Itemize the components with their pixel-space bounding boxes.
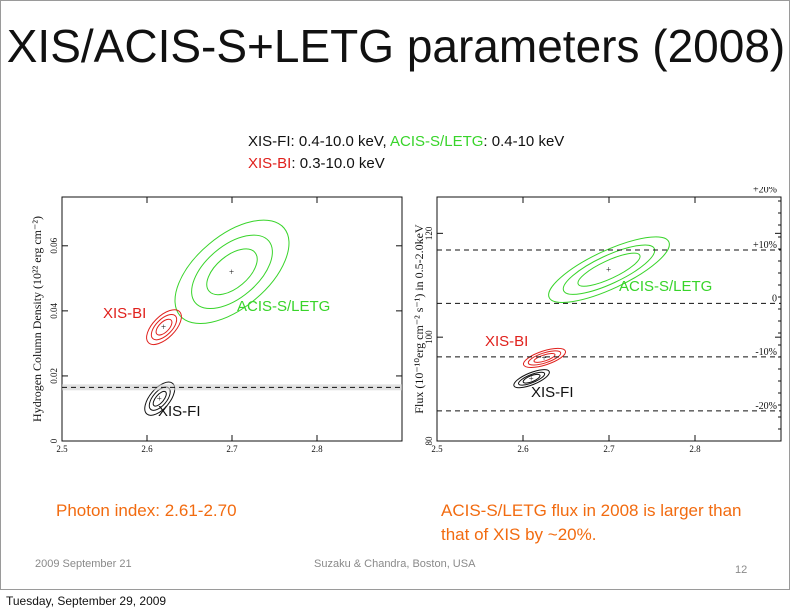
right-xtick-label: 2.8 bbox=[689, 444, 701, 454]
left-best-fit-marker: + bbox=[161, 322, 166, 332]
left-xis-fi-label: XIS-FI bbox=[158, 403, 201, 420]
left-ytick-label: 0.06 bbox=[49, 237, 59, 253]
right-percent-label: 0 bbox=[772, 293, 777, 304]
band-info-line-1: XIS-FI: 0.4-10.0 keV, ACIS-S/LETG: 0.4-1… bbox=[248, 133, 564, 150]
right-contour-xis-bi bbox=[522, 347, 567, 368]
right-contour-ring bbox=[527, 350, 562, 366]
right-acis-label: ACIS-S/LETG bbox=[619, 278, 712, 295]
right-contour-acis-s-letg bbox=[548, 236, 670, 303]
left-ytick-label: 0.04 bbox=[49, 302, 59, 318]
right-best-fit-marker: + bbox=[529, 374, 534, 384]
right-contour-xis-fi bbox=[513, 369, 550, 389]
acis-range: : 0.4-10 keV bbox=[483, 133, 565, 150]
right-contour-ring bbox=[577, 252, 641, 287]
left-contour-ring bbox=[174, 219, 290, 325]
footer-date: 2009 September 21 bbox=[35, 558, 132, 570]
right-percent-label: +20% bbox=[753, 187, 777, 195]
left-xis-bi-label: XIS-BI bbox=[103, 305, 146, 322]
right-xis-bi-label: XIS-BI bbox=[485, 333, 528, 350]
right-xtick-label: 2.5 bbox=[431, 444, 443, 454]
right-contour-ring bbox=[522, 373, 541, 384]
right-contour-ring bbox=[533, 352, 556, 363]
left-best-fit-marker: + bbox=[229, 267, 234, 277]
right-best-fit-marker: + bbox=[542, 353, 547, 363]
left-contour-xis-bi bbox=[146, 309, 182, 346]
left-contour-ring bbox=[144, 381, 176, 416]
left-xtick-label: 2.5 bbox=[56, 444, 68, 454]
left-contour-ring bbox=[155, 318, 173, 336]
left-ytick-label: 0.02 bbox=[49, 368, 59, 384]
page-number: 12 bbox=[735, 564, 748, 576]
footer-venue: Suzaku & Chandra, Boston, USA bbox=[314, 558, 476, 570]
right-contour-ring bbox=[513, 369, 550, 389]
left-contour-acis-s-letg bbox=[174, 219, 290, 325]
left-contour-ring bbox=[146, 309, 182, 346]
left-reference-band bbox=[62, 384, 402, 391]
left-contour-ring bbox=[150, 313, 178, 341]
right-contour-ring bbox=[518, 371, 546, 386]
left-contour-ring bbox=[152, 390, 167, 407]
right-best-fit-marker: + bbox=[606, 265, 611, 275]
slide: XIS/ACIS-S+LETG parameters (2008) XIS-FI… bbox=[0, 0, 790, 590]
right-percent-label: -20% bbox=[755, 401, 777, 412]
nh-vs-index-plot: Hydrogen Column Density (10²² erg cm⁻²) … bbox=[30, 196, 403, 454]
left-xtick-label: 2.6 bbox=[141, 444, 153, 454]
right-percent-label: -10% bbox=[755, 347, 777, 358]
xis-fi-range: : 0.4-10.0 keV, bbox=[290, 133, 391, 150]
right-ytick-label: 120 bbox=[424, 226, 434, 240]
acis-label: ACIS-S/LETG bbox=[390, 133, 484, 150]
xis-fi-label: XIS-FI bbox=[248, 133, 291, 150]
right-xtick-label: 2.6 bbox=[517, 444, 529, 454]
photon-index-caption: Photon index: 2.61-2.70 bbox=[56, 501, 237, 520]
left-best-fit-marker: + bbox=[157, 394, 162, 404]
flux-caption-line-1: ACIS-S/LETG flux in 2008 is larger than bbox=[441, 501, 742, 520]
band-info-line-2: XIS-BI: 0.3-10.0 keV bbox=[248, 155, 385, 172]
right-contour-ring bbox=[522, 347, 567, 368]
flux-caption-line-2: that of XIS by ~20%. bbox=[441, 525, 597, 544]
right-xis-fi-label: XIS-FI bbox=[531, 384, 574, 401]
left-ylabel: Hydrogen Column Density (10²² erg cm⁻²) bbox=[30, 216, 44, 422]
right-contour-ring bbox=[562, 244, 656, 295]
right-ytick-label: 100 bbox=[424, 330, 434, 344]
slide-title: XIS/ACIS-S+LETG parameters (2008) bbox=[6, 20, 786, 72]
xis-bi-range: : 0.3-10.0 keV bbox=[291, 155, 385, 172]
left-xtick-label: 2.8 bbox=[311, 444, 323, 454]
xis-bi-label: XIS-BI bbox=[248, 155, 292, 172]
right-ytick-label: 80 bbox=[424, 436, 434, 446]
right-percent-label: +10% bbox=[753, 240, 777, 251]
flux-vs-index-plot: Flux (10⁻¹⁰erg cm⁻² s⁻¹) in 0.5-2.0keV 2… bbox=[412, 187, 782, 454]
left-ytick-label: 0 bbox=[49, 438, 59, 443]
left-acis-label: ACIS-S/LETG bbox=[237, 298, 330, 315]
right-xtick-label: 2.7 bbox=[603, 444, 615, 454]
bottom-date: Tuesday, September 29, 2009 bbox=[6, 594, 167, 608]
right-ylabel: Flux (10⁻¹⁰erg cm⁻² s⁻¹) in 0.5-2.0keV bbox=[412, 224, 426, 414]
right-contour-ring bbox=[548, 236, 670, 303]
left-contour-ring bbox=[206, 248, 258, 296]
left-xtick-label: 2.7 bbox=[226, 444, 238, 454]
left-contour-ring bbox=[191, 234, 273, 310]
